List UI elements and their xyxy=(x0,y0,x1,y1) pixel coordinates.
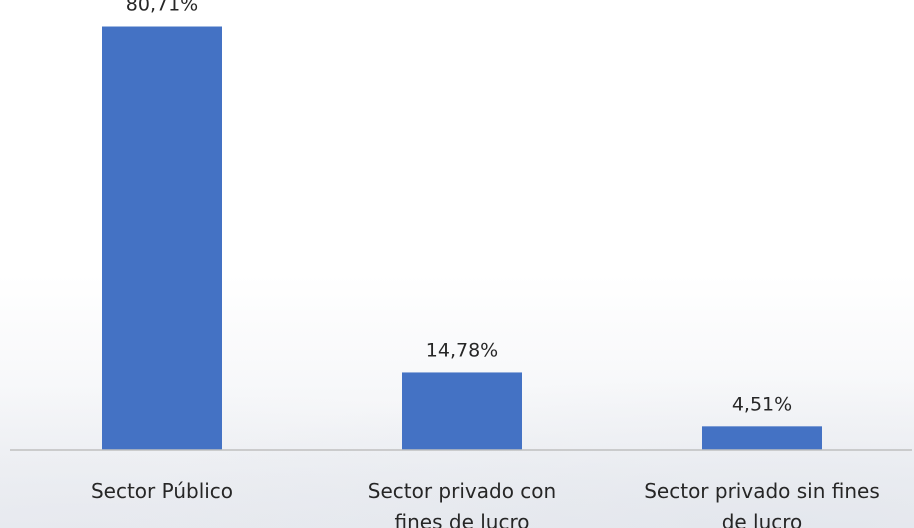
bar-1 xyxy=(102,26,222,450)
bar-3 xyxy=(702,426,822,450)
data-label-2: 14,78% xyxy=(426,339,498,361)
bars-group xyxy=(102,26,822,450)
data-labels-group: 80,71% 14,78% 4,51% xyxy=(126,0,792,415)
category-label-1-line-1: Sector Público xyxy=(91,479,233,503)
bar-2 xyxy=(402,372,522,450)
category-label-2-line-1: Sector privado con xyxy=(368,479,556,503)
category-label-2-line-2: fines de lucro xyxy=(395,510,530,528)
data-label-1: 80,71% xyxy=(126,0,198,16)
category-label-3-line-1: Sector privado sin fines xyxy=(644,479,880,503)
data-label-3: 4,51% xyxy=(732,393,792,415)
category-label-3-line-2: de lucro xyxy=(722,510,803,528)
category-labels-group: Sector Público Sector privado con fines de… xyxy=(91,479,880,528)
